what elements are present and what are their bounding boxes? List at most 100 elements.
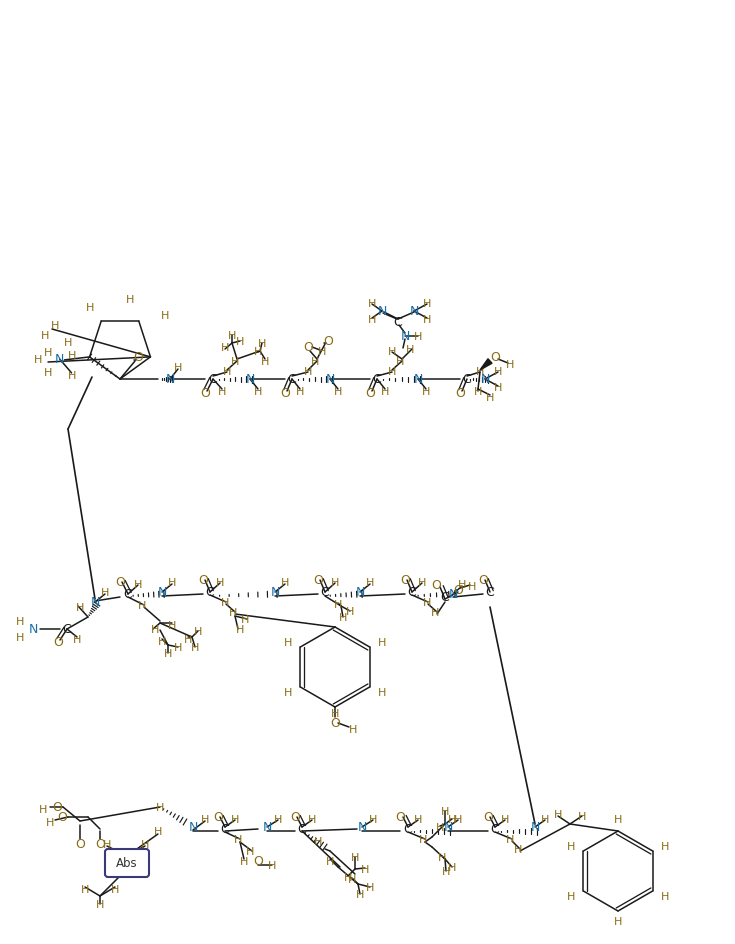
Text: H: H xyxy=(396,357,404,366)
Text: H: H xyxy=(111,885,119,894)
Text: C: C xyxy=(404,822,412,835)
Text: O: O xyxy=(290,811,300,823)
Text: H: H xyxy=(16,616,24,626)
Text: O: O xyxy=(330,716,340,730)
Text: H: H xyxy=(366,578,374,587)
Text: H: H xyxy=(378,637,386,648)
Text: H: H xyxy=(661,891,669,901)
Text: H: H xyxy=(423,314,431,325)
Text: N: N xyxy=(413,373,423,386)
Text: H: H xyxy=(388,366,396,377)
Text: H: H xyxy=(101,587,110,598)
Text: O: O xyxy=(75,837,85,851)
Text: H: H xyxy=(191,642,199,652)
Text: C: C xyxy=(298,822,306,835)
Text: H: H xyxy=(68,370,76,380)
Text: O: O xyxy=(313,574,323,587)
Text: N: N xyxy=(409,305,419,318)
Text: H: H xyxy=(514,844,522,854)
Text: H: H xyxy=(334,387,343,396)
Text: H: H xyxy=(158,636,166,647)
Text: H: H xyxy=(220,598,229,607)
Text: H: H xyxy=(458,580,466,589)
Text: H: H xyxy=(223,366,232,377)
Text: H: H xyxy=(173,642,182,652)
Text: H: H xyxy=(134,580,142,589)
Text: H: H xyxy=(154,826,162,836)
Polygon shape xyxy=(480,360,492,371)
Text: O: O xyxy=(365,387,375,400)
Text: H: H xyxy=(414,814,422,824)
Text: H: H xyxy=(228,330,236,341)
Text: H: H xyxy=(423,298,431,309)
Text: H: H xyxy=(661,841,669,851)
Text: H: H xyxy=(351,852,359,862)
Text: N: N xyxy=(270,586,280,598)
Text: H: H xyxy=(258,339,266,348)
Text: H: H xyxy=(506,360,514,370)
FancyBboxPatch shape xyxy=(105,849,149,877)
Text: H: H xyxy=(441,806,449,817)
Text: H: H xyxy=(304,366,312,377)
Text: H: H xyxy=(344,872,352,882)
Text: H: H xyxy=(356,889,364,899)
Text: H: H xyxy=(156,802,164,812)
Text: H: H xyxy=(436,822,444,832)
Text: H: H xyxy=(73,634,81,645)
Text: H: H xyxy=(39,804,47,814)
Text: H: H xyxy=(442,866,450,876)
Text: H: H xyxy=(44,367,52,378)
Text: O: O xyxy=(455,387,465,400)
Text: H: H xyxy=(168,578,176,587)
Text: C: C xyxy=(220,822,229,835)
Text: H: H xyxy=(126,295,135,305)
Text: H: H xyxy=(76,602,85,613)
Text: H: H xyxy=(541,814,549,824)
Text: C: C xyxy=(486,586,495,598)
Text: H: H xyxy=(41,330,49,341)
Text: H: H xyxy=(308,814,316,824)
Text: H: H xyxy=(236,337,244,346)
Text: N: N xyxy=(326,373,334,386)
Text: C: C xyxy=(206,586,215,598)
Text: O: O xyxy=(115,576,125,589)
Text: H: H xyxy=(231,814,239,824)
Text: H: H xyxy=(168,620,176,631)
Text: O: O xyxy=(280,387,290,400)
Text: O: O xyxy=(57,811,67,823)
Text: H: H xyxy=(368,314,376,325)
Text: N: N xyxy=(90,596,100,609)
Text: H: H xyxy=(506,834,514,844)
Text: H: H xyxy=(567,891,576,901)
Text: O: O xyxy=(200,387,210,400)
Text: H: H xyxy=(453,814,462,824)
Text: N: N xyxy=(55,353,64,366)
Text: H: H xyxy=(331,708,339,718)
Text: O: O xyxy=(395,811,405,823)
Text: C: C xyxy=(209,373,218,386)
Text: N: N xyxy=(480,373,490,386)
Text: H: H xyxy=(220,343,229,353)
Text: C: C xyxy=(123,588,132,601)
Text: H: H xyxy=(331,578,339,587)
Text: H: H xyxy=(241,615,249,624)
Text: O: O xyxy=(453,584,463,597)
Text: H: H xyxy=(201,814,209,824)
Text: C: C xyxy=(394,316,402,329)
Text: N: N xyxy=(531,820,539,834)
Text: H: H xyxy=(567,841,576,851)
Text: C: C xyxy=(440,591,449,604)
Text: H: H xyxy=(474,387,482,396)
Text: H: H xyxy=(274,814,282,824)
Text: H: H xyxy=(388,346,396,357)
Text: O: O xyxy=(198,574,208,587)
Text: H: H xyxy=(494,366,502,377)
Text: H: H xyxy=(467,582,476,591)
Text: H: H xyxy=(284,687,293,698)
Text: H: H xyxy=(240,856,248,866)
Text: H: H xyxy=(216,578,224,587)
Text: H: H xyxy=(417,578,426,587)
Text: H: H xyxy=(86,303,94,312)
Text: N: N xyxy=(448,588,458,601)
Text: N: N xyxy=(157,586,167,598)
